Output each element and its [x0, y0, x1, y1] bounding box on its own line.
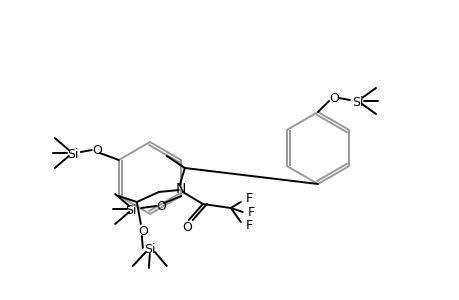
- Text: O: O: [156, 200, 166, 212]
- Text: Si: Si: [125, 203, 137, 217]
- Text: F: F: [245, 191, 252, 205]
- Text: O: O: [181, 221, 191, 235]
- Text: Si: Si: [144, 244, 155, 256]
- Text: O: O: [138, 226, 147, 238]
- Text: Si: Si: [67, 148, 78, 160]
- Text: O: O: [328, 92, 338, 104]
- Text: F: F: [247, 206, 254, 218]
- Text: Si: Si: [352, 95, 363, 109]
- Text: O: O: [92, 143, 101, 157]
- Text: N: N: [175, 182, 185, 196]
- Text: F: F: [245, 220, 252, 232]
